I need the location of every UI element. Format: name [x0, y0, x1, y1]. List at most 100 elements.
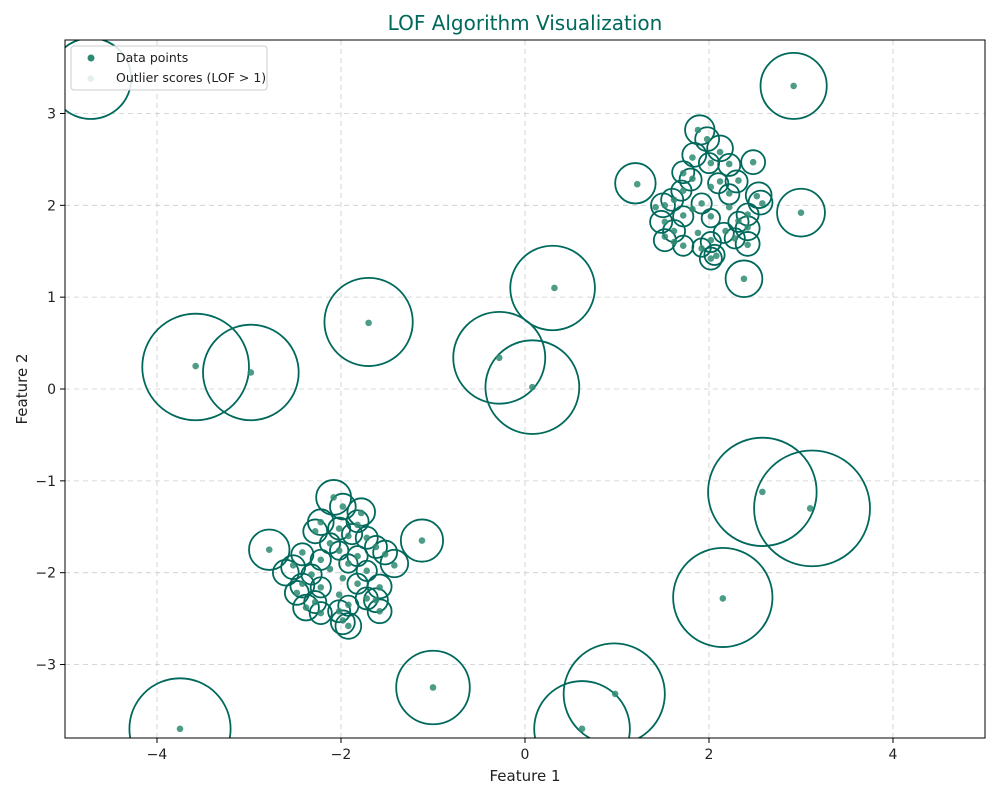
data-point [365, 319, 372, 327]
lof-score-circle [614, 162, 657, 205]
data-point [694, 229, 702, 237]
data-point [725, 203, 733, 211]
lof-score-circle [699, 231, 722, 254]
data-point [176, 725, 184, 733]
legend-entry-outlier-scores: Outlier scores (LOF > 1) [116, 70, 266, 85]
lof-score-circle [289, 572, 316, 599]
lof-score-circle [776, 187, 826, 238]
lof-score-circle [128, 677, 232, 738]
data-point [335, 591, 343, 599]
data-point [749, 158, 757, 166]
lof-score-circle [678, 167, 703, 192]
lof-score-circle [724, 259, 764, 299]
data-point [689, 154, 696, 161]
data-point [716, 178, 724, 185]
lof-score-circle [399, 518, 445, 563]
data-point [372, 543, 380, 551]
lof-score-circle [700, 208, 721, 229]
data-point [311, 598, 319, 606]
data-point [551, 284, 558, 292]
data-point [731, 235, 739, 242]
data-point [317, 609, 325, 617]
data-point [661, 202, 669, 209]
lof-score-circle [329, 492, 357, 521]
data-point [363, 595, 371, 602]
data-point [679, 187, 687, 194]
lof-score-circle [308, 601, 333, 626]
data-point [354, 521, 361, 529]
data-point [529, 383, 536, 391]
lof-score-circle [395, 649, 471, 726]
lof-score-circle [372, 539, 399, 566]
y-tick-label: 1 [47, 290, 56, 306]
data-point [354, 552, 361, 560]
data-point [661, 233, 669, 240]
data-point [192, 362, 199, 370]
data-point [735, 217, 742, 225]
data-point [707, 213, 715, 220]
legend-entry-data-points: Data points [116, 50, 188, 65]
x-tick-label: −4 [147, 747, 168, 763]
lof-score-circle [670, 179, 693, 202]
lof-score-circle [334, 612, 363, 640]
lof-score-circle [707, 172, 730, 195]
lof-score-circle [703, 243, 726, 266]
lof-score-circle [698, 246, 723, 271]
lof-score-circle [681, 141, 708, 168]
lof-score-circle [649, 209, 674, 234]
x-tick-label: 4 [889, 747, 898, 763]
lof-score-circle [202, 323, 300, 422]
lof-score-circle [302, 518, 329, 545]
lof-score-circle [672, 546, 774, 648]
y-tick-label: 3 [47, 106, 56, 122]
lof-score-circle [759, 51, 828, 120]
data-point [722, 227, 729, 235]
lof-score-circle [363, 587, 389, 614]
data-point [330, 494, 337, 501]
data-point [345, 560, 352, 567]
data-point [611, 690, 619, 698]
data-point [679, 242, 687, 250]
grid-lines [65, 40, 985, 738]
data-point [725, 190, 733, 197]
data-point [707, 255, 715, 262]
data-point [744, 224, 751, 231]
data-point [735, 177, 742, 184]
data-point [345, 532, 352, 540]
lof-score-circle [484, 339, 581, 435]
lof-score-circle [379, 548, 410, 579]
data-point [326, 539, 334, 547]
data-point [376, 584, 383, 591]
lof-score-circle [366, 598, 393, 625]
data-point [694, 126, 702, 134]
lof-score-circle [533, 680, 631, 738]
y-tick-label: −1 [35, 474, 56, 490]
data-point [670, 196, 678, 204]
data-point [317, 556, 325, 564]
data-point [429, 684, 437, 691]
lof-score-circle [364, 535, 388, 559]
data-point [317, 518, 325, 526]
data-point [753, 192, 761, 200]
lof-score-circle [354, 525, 379, 550]
lof-score-circle [660, 187, 685, 212]
data-point [339, 503, 347, 510]
data-point [299, 549, 306, 556]
data-point [707, 159, 715, 167]
data-point [759, 200, 766, 207]
data-point [376, 607, 383, 615]
data-point [308, 571, 315, 578]
data-point [293, 589, 301, 597]
data-point [679, 212, 687, 219]
lof-score-circle [671, 160, 696, 185]
data-points [87, 75, 814, 733]
lof-score-circle [323, 276, 414, 367]
data-point [698, 200, 705, 207]
lof-score-circle [329, 609, 356, 636]
data-point [381, 551, 389, 558]
data-point [707, 183, 715, 191]
data-point [335, 547, 343, 554]
data-point [689, 205, 696, 213]
